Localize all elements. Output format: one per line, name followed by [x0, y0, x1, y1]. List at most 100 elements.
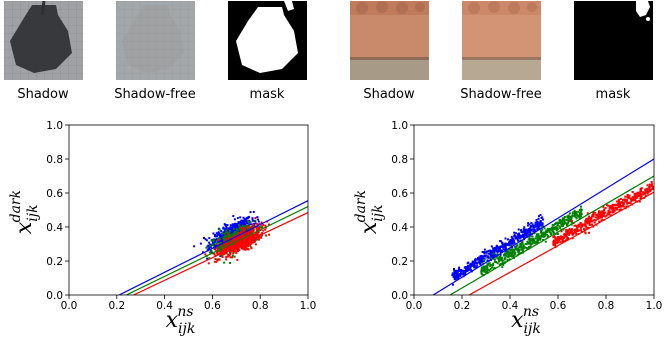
data-point: [217, 248, 220, 251]
data-point: [231, 226, 234, 229]
data-point: [483, 270, 485, 273]
data-point: [528, 246, 531, 249]
data-point: [520, 248, 523, 251]
data-point: [249, 211, 252, 214]
data-point: [644, 194, 647, 197]
data-point: [226, 238, 229, 241]
data-point: [546, 236, 549, 239]
data-point: [577, 214, 580, 217]
data-point: [602, 215, 605, 217]
data-point: [530, 228, 532, 231]
data-point: [538, 225, 541, 228]
data-point: [467, 269, 470, 271]
data-point: [562, 224, 564, 227]
data-point: [504, 252, 507, 255]
data-point: [235, 252, 238, 255]
data-point: [224, 224, 227, 226]
caption-shadow-2: Shadow: [363, 87, 415, 102]
data-point: [619, 201, 622, 204]
data-point: [231, 249, 234, 252]
data-point: [464, 267, 467, 270]
data-point: [244, 246, 247, 249]
data-point: [202, 251, 204, 254]
data-point: [233, 222, 236, 225]
data-point: [244, 223, 247, 225]
data-point: [480, 270, 483, 273]
data-point: [575, 227, 578, 230]
data-point: [564, 222, 567, 225]
data-point: [528, 242, 531, 245]
data-point: [220, 242, 223, 244]
data-point: [226, 232, 229, 235]
data-point: [237, 237, 240, 240]
data-point: [221, 232, 224, 235]
data-point: [624, 200, 627, 203]
data-point: [505, 255, 508, 257]
data-point: [544, 231, 547, 234]
data-point: [221, 239, 224, 242]
data-point: [515, 236, 517, 239]
data-point: [499, 253, 502, 256]
data-point: [565, 233, 568, 236]
data-point: [644, 191, 647, 194]
data-point: [238, 232, 240, 235]
data-point: [604, 207, 607, 210]
data-point: [538, 215, 540, 218]
data-point: [245, 224, 248, 227]
data-point: [251, 225, 254, 228]
data-point: [498, 246, 501, 249]
data-point: [210, 250, 213, 253]
data-point: [258, 235, 261, 238]
data-point: [575, 217, 578, 220]
data-point: [230, 239, 233, 242]
data-point: [236, 248, 238, 251]
data-point: [264, 228, 267, 231]
data-point: [237, 221, 240, 224]
data-point: [564, 234, 566, 237]
data-point: [644, 189, 647, 192]
y-axis-label: xijkdark: [353, 190, 386, 234]
data-point: [217, 239, 220, 242]
data-point: [592, 211, 595, 214]
caption-shadow-1: Shadow: [17, 87, 69, 102]
data-point: [473, 266, 476, 269]
y-tick-label: 0.2: [391, 256, 408, 268]
data-point: [617, 202, 620, 205]
x-tick-label: 0.6: [550, 300, 567, 312]
data-point: [522, 228, 525, 230]
data-point: [252, 228, 255, 231]
data-point: [464, 271, 466, 274]
data-point: [609, 206, 612, 209]
data-point: [536, 240, 539, 243]
data-point: [520, 241, 523, 244]
data-point: [546, 233, 548, 236]
plot-area: [118, 200, 308, 295]
data-point: [212, 242, 215, 245]
data-point: [554, 239, 557, 242]
data-point: [487, 263, 490, 266]
data-point: [568, 233, 570, 236]
data-point: [228, 232, 231, 234]
data-point: [241, 224, 244, 227]
data-point: [482, 262, 485, 265]
data-point: [214, 235, 217, 238]
data-point: [481, 255, 484, 258]
data-point: [586, 222, 589, 225]
data-point: [600, 216, 603, 219]
data-point: [558, 222, 561, 224]
data-point: [532, 224, 535, 227]
data-point: [259, 226, 261, 228]
data-point: [514, 237, 517, 240]
data-point: [468, 265, 471, 268]
data-point: [516, 237, 519, 240]
data-point: [225, 225, 228, 228]
data-point: [221, 246, 224, 249]
data-point: [220, 251, 222, 254]
data-point: [552, 224, 555, 227]
data-point: [513, 241, 516, 244]
y-axis-label: xijkdark: [8, 190, 41, 234]
data-point: [492, 257, 495, 260]
data-point: [460, 268, 463, 271]
data-point: [530, 221, 533, 224]
data-point: [219, 255, 222, 257]
